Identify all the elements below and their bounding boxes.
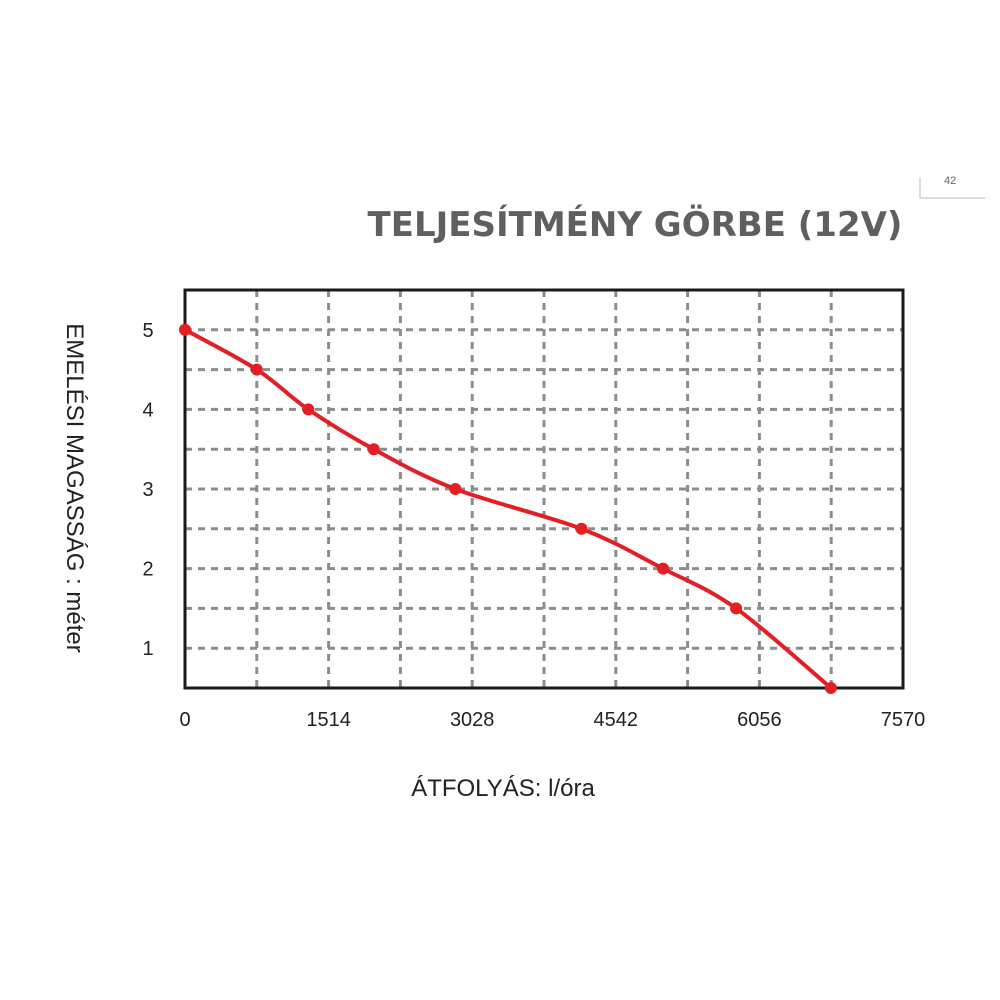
plot-frame bbox=[183, 288, 905, 690]
data-point bbox=[575, 522, 588, 535]
data-point bbox=[824, 682, 837, 694]
x-tick-labels: 0 1514 3028 4542 6056 7570 bbox=[179, 709, 925, 731]
data-point bbox=[179, 323, 191, 336]
corner-note: 42 bbox=[944, 175, 956, 187]
x-tick-label: 7570 bbox=[881, 709, 926, 731]
data-point bbox=[367, 443, 380, 456]
data-point bbox=[302, 403, 315, 416]
data-point bbox=[730, 602, 743, 615]
data-point bbox=[449, 483, 462, 495]
corner-note-box: 42 bbox=[919, 175, 985, 199]
y-tick-labels: 1 2 3 4 5 bbox=[142, 320, 153, 660]
data-point bbox=[250, 363, 263, 376]
chart-title: TELJESÍTMÉNY GÖRBE (12V) bbox=[368, 204, 903, 245]
x-tick-label: 0 bbox=[179, 709, 190, 731]
grid-lines bbox=[185, 290, 903, 688]
data-point bbox=[657, 562, 670, 575]
y-tick-label: 5 bbox=[142, 320, 153, 342]
x-tick-label: 3028 bbox=[450, 709, 495, 731]
series-line bbox=[183, 327, 833, 690]
y-tick-label: 1 bbox=[142, 638, 153, 660]
x-tick-label: 1514 bbox=[306, 709, 351, 731]
y-axis-label: EMELÉSI MAGASSÁG : méter bbox=[61, 323, 88, 652]
y-tick-label: 3 bbox=[142, 479, 153, 501]
series-curve bbox=[183, 327, 833, 690]
y-tick-label: 4 bbox=[142, 399, 153, 421]
data-points bbox=[179, 323, 837, 694]
x-tick-label: 4542 bbox=[594, 709, 639, 731]
y-tick-label: 2 bbox=[142, 559, 153, 581]
x-axis-label: ÁTFOLYÁS: l/óra bbox=[411, 775, 595, 802]
x-tick-label: 6056 bbox=[737, 709, 782, 731]
